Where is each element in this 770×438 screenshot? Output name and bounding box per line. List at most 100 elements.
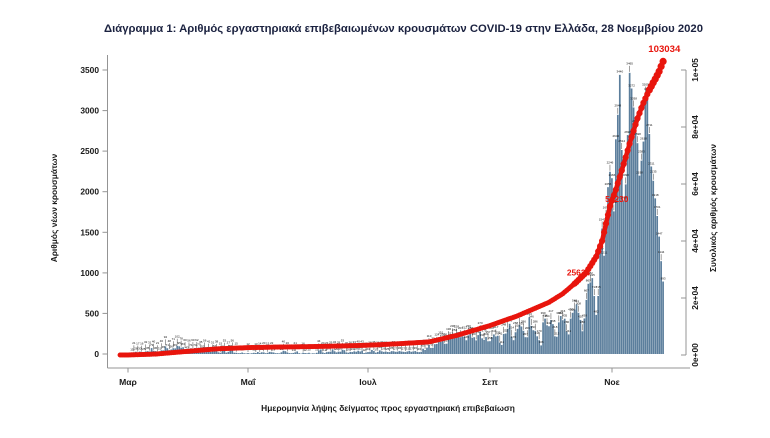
y-axis-left-tick-label: 1000 — [80, 268, 99, 278]
daily-cases-bar — [399, 351, 401, 354]
daily-cases-bar — [294, 352, 296, 354]
daily-cases-bar — [434, 344, 436, 354]
cumulative-dot — [599, 238, 605, 244]
y-axis-left-tick-label: 500 — [85, 308, 99, 318]
daily-cases-bar — [658, 237, 660, 354]
daily-cases-bar — [235, 353, 237, 354]
y-axis-right-tick-label: 8e+04 — [690, 115, 700, 139]
bar-value-label: 2246 — [607, 161, 614, 165]
daily-cases-bar — [641, 161, 643, 354]
daily-cases-bar — [530, 326, 532, 354]
daily-cases-bar — [212, 351, 214, 354]
daily-cases-bar — [308, 353, 310, 354]
daily-cases-bar — [493, 334, 495, 354]
daily-cases-bar — [507, 329, 509, 354]
daily-cases-bar — [373, 351, 375, 354]
daily-cases-bar — [646, 92, 648, 354]
cumulative-dot — [609, 198, 615, 204]
daily-cases-bar — [623, 201, 625, 354]
daily-cases-bar — [344, 350, 346, 354]
daily-cases-bar — [355, 352, 357, 354]
daily-cases-bar — [540, 345, 542, 354]
bar-value-label: 2948 — [614, 104, 621, 108]
daily-cases-bar — [416, 352, 418, 354]
daily-cases-bar — [403, 352, 405, 354]
y-axis-left-tick-label: 0 — [94, 349, 99, 359]
daily-cases-bar — [578, 313, 580, 354]
daily-cases-bar — [387, 352, 389, 354]
daily-cases-bar — [353, 351, 355, 354]
bar-value-label: 3440 — [616, 70, 623, 74]
daily-cases-bar — [324, 353, 326, 354]
daily-cases-bar — [320, 349, 322, 354]
bar-value-label: 417 — [548, 309, 553, 313]
daily-cases-bar — [471, 338, 473, 354]
bar-value-label: 3038 — [630, 96, 637, 100]
daily-cases-bar — [542, 322, 544, 354]
daily-cases-bar — [656, 216, 658, 354]
bar-value-label: 170 — [537, 329, 542, 333]
cumulative-dot — [615, 180, 621, 186]
daily-cases-bar — [617, 115, 619, 354]
daily-cases-bar — [487, 341, 489, 354]
bar-value-label: 2698 — [624, 130, 631, 134]
bar-value-label: 1211 — [601, 251, 608, 255]
bar-value-label: 270 — [478, 321, 483, 325]
x-axis-title: Ημερομηνία λήψης δείγματος προς εργαστηρ… — [261, 403, 515, 413]
daily-cases-bar — [444, 344, 446, 354]
daily-cases-bar — [554, 336, 556, 354]
cumulative-dot — [660, 58, 667, 65]
bar-value-label: 2311 — [648, 161, 655, 165]
bar-value-label: 346 — [529, 315, 534, 319]
bar-value-label: 354 — [545, 314, 550, 318]
daily-cases-bar — [562, 320, 564, 354]
daily-cases-bar — [283, 351, 285, 354]
daily-cases-bar — [662, 282, 664, 354]
daily-cases-bar — [645, 94, 647, 354]
daily-cases-bar — [251, 353, 253, 354]
bar-value-label: 416 — [560, 309, 565, 313]
daily-cases-bar — [241, 353, 243, 354]
daily-cases-bar — [526, 337, 528, 354]
daily-cases-bar — [371, 350, 373, 354]
daily-cases-bar — [255, 353, 257, 354]
bar-value-label: 3272 — [628, 83, 635, 87]
daily-cases-bar — [521, 326, 523, 354]
daily-cases-bar — [239, 353, 241, 354]
y-axis-right-title: Συνολικός αριθμός κρουσμάτων — [708, 144, 718, 272]
daily-cases-bar — [589, 282, 591, 354]
cumulative-dot — [621, 161, 627, 167]
daily-cases-bar — [432, 348, 434, 354]
daily-cases-bar — [536, 336, 538, 354]
daily-cases-bar — [347, 353, 349, 354]
daily-cases-bar — [210, 352, 212, 354]
daily-cases-bar — [603, 256, 605, 354]
daily-cases-bar — [302, 353, 304, 354]
bar-value-label: 141 — [497, 331, 502, 335]
daily-cases-bar — [456, 336, 458, 355]
daily-cases-bar — [613, 211, 615, 354]
daily-cases-bar — [292, 353, 294, 354]
daily-cases-bar — [363, 353, 365, 354]
daily-cases-bar — [379, 350, 381, 354]
daily-cases-bar — [316, 353, 318, 354]
daily-cases-bar — [359, 351, 361, 354]
daily-cases-bar — [556, 337, 558, 354]
bar-value-label: 667 — [584, 289, 589, 293]
daily-cases-bar — [322, 352, 324, 354]
bar-value-label: 438 — [582, 313, 587, 317]
daily-cases-bar — [261, 352, 263, 354]
daily-cases-bar — [314, 353, 316, 354]
bar-value-label: 214 — [509, 325, 514, 329]
daily-cases-bar — [381, 351, 383, 354]
daily-cases-bar — [519, 325, 521, 354]
daily-cases-bar — [572, 313, 574, 354]
daily-cases-bar — [591, 278, 593, 354]
y-axis-left-title: Αριθμός νέων κρουσμάτων — [49, 153, 59, 262]
daily-cases-bar — [340, 352, 342, 354]
daily-cases-bar — [328, 352, 330, 354]
daily-cases-bar — [525, 337, 527, 354]
daily-cases-bar — [288, 353, 290, 354]
daily-cases-bar — [473, 337, 475, 354]
bar-value-label: 893 — [661, 276, 666, 280]
